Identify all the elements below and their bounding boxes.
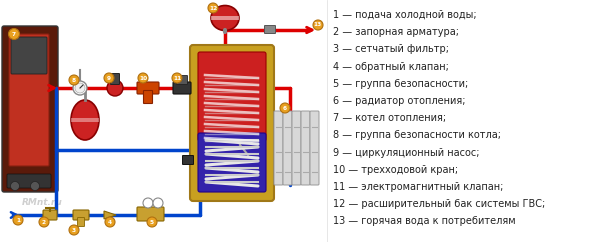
- Text: 5 — группа безопасности;: 5 — группа безопасности;: [333, 79, 468, 89]
- Circle shape: [153, 198, 163, 208]
- Text: 11: 11: [173, 76, 181, 81]
- Circle shape: [69, 225, 79, 235]
- Circle shape: [208, 3, 218, 13]
- Text: 7 — котел отопления;: 7 — котел отопления;: [333, 113, 446, 123]
- FancyBboxPatch shape: [43, 210, 57, 220]
- Text: 7: 7: [12, 31, 16, 37]
- FancyBboxPatch shape: [198, 133, 266, 192]
- Text: 1: 1: [16, 218, 20, 222]
- Circle shape: [13, 215, 23, 225]
- Text: 13 — горячая вода к потребителям: 13 — горячая вода к потребителям: [333, 216, 515, 227]
- Text: RMnt.ru: RMnt.ru: [22, 198, 63, 207]
- FancyBboxPatch shape: [310, 111, 319, 185]
- Bar: [71, 118, 99, 122]
- Text: 13: 13: [314, 23, 322, 28]
- FancyBboxPatch shape: [143, 91, 152, 104]
- Circle shape: [107, 80, 123, 96]
- FancyBboxPatch shape: [265, 25, 275, 33]
- Text: 8 — группа безопасности котла;: 8 — группа безопасности котла;: [333, 130, 501, 140]
- Text: 1 — подача холодной воды;: 1 — подача холодной воды;: [333, 10, 476, 20]
- Text: 10: 10: [139, 76, 147, 81]
- Circle shape: [147, 217, 157, 227]
- FancyBboxPatch shape: [9, 34, 49, 166]
- Circle shape: [39, 217, 49, 227]
- FancyBboxPatch shape: [283, 111, 292, 185]
- FancyBboxPatch shape: [176, 76, 187, 84]
- Text: 12: 12: [209, 6, 217, 10]
- Circle shape: [75, 83, 85, 93]
- FancyBboxPatch shape: [137, 82, 159, 94]
- Text: 4 — обратный клапан;: 4 — обратный клапан;: [333, 62, 449, 72]
- Text: 6: 6: [283, 106, 287, 111]
- Circle shape: [138, 73, 148, 83]
- Text: 10 — трехходовой кран;: 10 — трехходовой кран;: [333, 165, 458, 175]
- Circle shape: [104, 73, 114, 83]
- FancyBboxPatch shape: [301, 111, 310, 185]
- Text: 9: 9: [107, 76, 111, 81]
- Text: 5: 5: [150, 219, 154, 225]
- Circle shape: [143, 198, 153, 208]
- Circle shape: [11, 182, 19, 190]
- Circle shape: [8, 29, 19, 39]
- Text: 12 — расширительный бак системы ГВС;: 12 — расширительный бак системы ГВС;: [333, 199, 545, 209]
- Circle shape: [105, 217, 115, 227]
- Text: 3 — сетчатый фильтр;: 3 — сетчатый фильтр;: [333, 44, 449, 54]
- FancyBboxPatch shape: [292, 111, 301, 185]
- Text: 6 — радиатор отопления;: 6 — радиатор отопления;: [333, 96, 466, 106]
- Text: 8: 8: [72, 77, 76, 83]
- FancyBboxPatch shape: [77, 218, 85, 227]
- FancyBboxPatch shape: [274, 111, 283, 185]
- Polygon shape: [104, 211, 116, 219]
- Ellipse shape: [211, 6, 239, 30]
- Text: 11 — электромагнитный клапан;: 11 — электромагнитный клапан;: [333, 182, 503, 192]
- Circle shape: [31, 182, 40, 190]
- Text: 9 — циркуляционный насос;: 9 — циркуляционный насос;: [333, 148, 479, 158]
- Text: 3: 3: [72, 227, 76, 233]
- Ellipse shape: [71, 100, 99, 140]
- FancyBboxPatch shape: [173, 82, 191, 94]
- FancyBboxPatch shape: [198, 52, 266, 141]
- FancyBboxPatch shape: [110, 74, 119, 84]
- Text: 2: 2: [42, 219, 46, 225]
- Text: 2 — запорная арматура;: 2 — запорная арматура;: [333, 27, 459, 37]
- Bar: [211, 16, 239, 20]
- Text: 4: 4: [108, 219, 112, 225]
- FancyBboxPatch shape: [137, 207, 164, 221]
- FancyBboxPatch shape: [11, 37, 47, 74]
- Circle shape: [69, 75, 79, 85]
- Circle shape: [73, 81, 87, 95]
- Circle shape: [172, 73, 182, 83]
- FancyBboxPatch shape: [2, 26, 58, 192]
- FancyBboxPatch shape: [7, 174, 51, 188]
- Circle shape: [313, 20, 323, 30]
- Circle shape: [280, 103, 290, 113]
- FancyBboxPatch shape: [73, 210, 89, 220]
- FancyBboxPatch shape: [182, 156, 193, 165]
- FancyBboxPatch shape: [190, 45, 274, 201]
